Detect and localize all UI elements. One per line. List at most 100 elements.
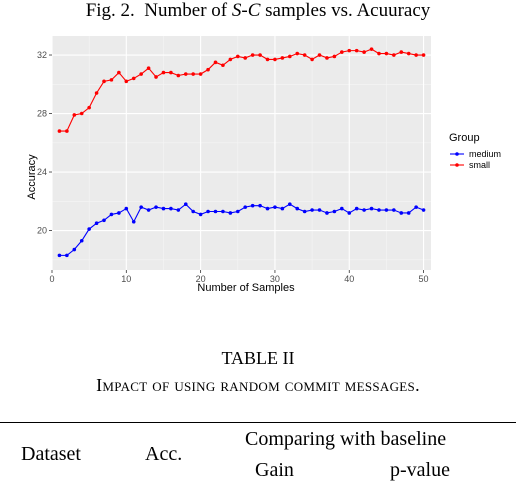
data-point-medium <box>377 208 381 212</box>
table-subtitle: Impact of using random commit messages. <box>96 375 420 395</box>
data-point-medium <box>325 211 329 215</box>
grid-minor <box>52 36 431 270</box>
data-point-medium <box>302 209 307 214</box>
data-point-medium <box>124 206 129 211</box>
data-point-medium <box>273 205 277 209</box>
data-point-small <box>213 60 218 65</box>
data-point-small <box>176 73 181 78</box>
data-point-medium <box>288 202 292 206</box>
data-point-small <box>102 79 106 84</box>
data-point-small <box>332 54 337 59</box>
data-point-small <box>228 57 233 62</box>
data-point-small <box>235 54 240 59</box>
data-point-small <box>146 66 151 70</box>
plot-panel <box>52 36 431 270</box>
ticks-layer: 0 10 20 30 40 50 20 24 28 32 <box>37 50 429 284</box>
data-point-medium <box>109 212 114 217</box>
data-point-medium <box>243 205 248 209</box>
data-point-small <box>131 76 136 81</box>
data-point-small <box>124 79 129 84</box>
data-point-small <box>161 70 166 75</box>
data-point-medium <box>280 206 285 211</box>
data-point-small <box>57 129 62 133</box>
data-point-small <box>139 72 143 76</box>
data-point-medium <box>139 205 143 209</box>
data-point-small <box>302 53 307 57</box>
data-point-medium <box>154 205 158 209</box>
data-point-medium <box>384 208 389 212</box>
data-point-small <box>317 53 322 57</box>
data-point-small <box>206 67 210 72</box>
data-point-medium <box>347 211 352 215</box>
data-point-medium <box>72 247 77 252</box>
legend-key-point-small <box>455 163 459 167</box>
data-point-medium <box>317 208 322 212</box>
data-point-medium <box>191 209 195 214</box>
data-point-small <box>362 50 366 54</box>
data-point-medium <box>406 211 411 215</box>
y-tick-label: 32 <box>37 50 47 60</box>
table-header-comparing: Comparing with baseline <box>245 428 447 450</box>
data-point-medium <box>206 209 210 214</box>
accuracy-chart: 0 10 20 30 40 50 20 24 28 32 Number of Samples Ac… <box>26 36 501 294</box>
legend-title: Group <box>449 132 480 144</box>
data-point-medium <box>399 211 404 215</box>
data-point-medium <box>161 206 166 211</box>
data-point-medium <box>183 202 188 206</box>
data-point-medium <box>362 208 366 212</box>
figure-caption-math: S-C <box>231 0 261 21</box>
table-header-dataset: Dataset <box>21 443 81 465</box>
data-point-small <box>414 53 418 57</box>
data-point-small <box>169 70 173 75</box>
data-point-small <box>369 47 374 51</box>
figure-caption-before: Number of <box>144 0 228 21</box>
data-point-medium <box>392 208 396 212</box>
data-point-medium <box>57 253 62 258</box>
data-point-medium <box>94 221 99 225</box>
table-title: TABLE II <box>221 348 295 368</box>
data-point-small <box>191 72 195 76</box>
data-point-small <box>243 56 248 60</box>
data-point-medium <box>117 211 121 215</box>
data-point-small <box>377 51 381 56</box>
data-point-small <box>265 57 270 62</box>
data-point-small <box>421 53 426 57</box>
series-medium <box>57 202 426 258</box>
data-point-medium <box>265 206 270 211</box>
data-point-small <box>109 78 114 82</box>
data-point-small <box>280 56 285 60</box>
data-point-medium <box>228 211 233 215</box>
data-point-small <box>340 50 344 54</box>
table-header-acc: Acc. <box>145 443 183 465</box>
legend-label-medium: medium <box>469 149 501 159</box>
data-point-small <box>258 53 262 57</box>
data-point-medium <box>131 219 136 224</box>
data-point-small <box>117 70 121 75</box>
data-point-small <box>288 54 292 59</box>
data-point-medium <box>295 206 300 211</box>
y-tick-label: 28 <box>37 109 47 119</box>
x-tick-label: 0 <box>49 274 54 284</box>
x-axis-label: Number of Samples <box>197 282 295 294</box>
series-small <box>57 47 426 133</box>
data-point-small <box>221 63 225 68</box>
data-point-medium <box>369 206 374 211</box>
figure-caption: Fig. 2. Number of S-C samples vs. Acuura… <box>0 0 516 22</box>
table-top-rule <box>0 422 516 423</box>
data-point-small <box>198 72 203 76</box>
data-point-medium <box>421 208 426 212</box>
data-point-small <box>384 51 389 56</box>
data-point-small <box>250 53 255 57</box>
table-header-pvalue: p-value <box>390 459 450 481</box>
data-point-medium <box>176 208 181 212</box>
figure-caption-prefix: Fig. 2. <box>85 0 135 21</box>
x-tick-label: 40 <box>344 274 354 284</box>
data-point-medium <box>146 208 151 212</box>
y-tick-label: 20 <box>37 226 47 236</box>
data-point-medium <box>198 212 203 217</box>
data-point-medium <box>340 206 344 211</box>
data-point-small <box>72 113 77 117</box>
data-point-small <box>399 50 404 54</box>
data-point-small <box>183 72 188 76</box>
